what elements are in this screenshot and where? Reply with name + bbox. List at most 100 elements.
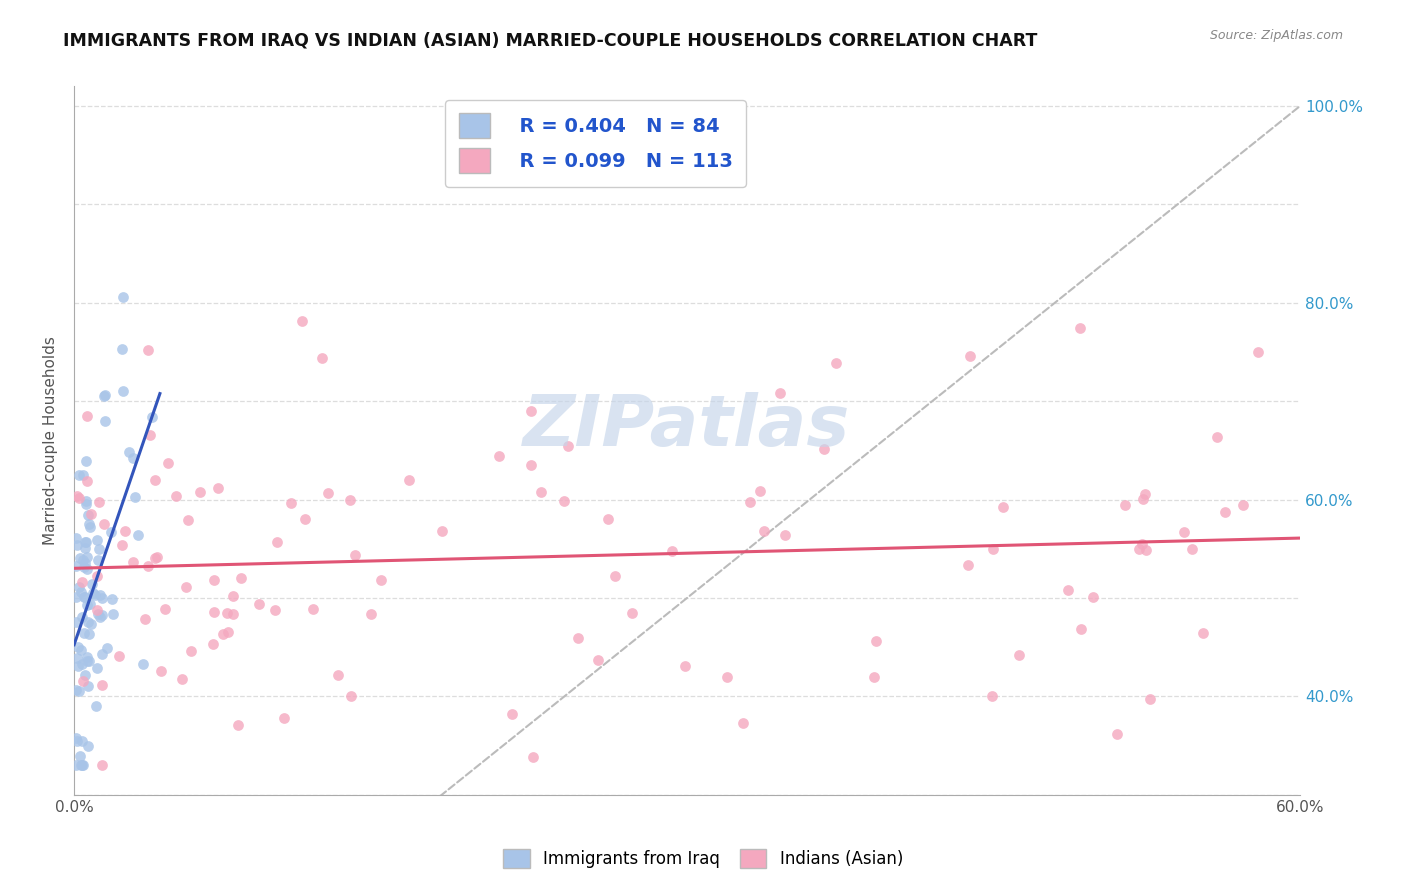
Point [114, 524, 136, 538]
Point [79, 520, 101, 534]
Point [177, 513, 200, 527]
Point [773, 528, 796, 542]
Point [111, 538, 134, 552]
Point [1247, 344, 1270, 359]
Point [959, 349, 981, 363]
Point [150, 665, 173, 679]
Point [69, 683, 91, 698]
Point [136, 558, 159, 573]
Point [1181, 542, 1204, 557]
Point [1173, 524, 1195, 539]
Point [66, 650, 89, 665]
Point [180, 643, 202, 657]
Point [530, 485, 553, 500]
Point [75, 493, 97, 508]
Point [91, 678, 114, 692]
Point [93, 389, 115, 403]
Point [247, 597, 270, 611]
Point [143, 551, 166, 566]
Point [865, 633, 887, 648]
Point [76, 562, 98, 576]
Point [207, 481, 229, 495]
Point [769, 385, 792, 400]
Point [67, 659, 90, 673]
Point [280, 496, 302, 510]
Point [77, 655, 100, 669]
Point [749, 483, 772, 498]
Point [1007, 648, 1029, 662]
Point [75, 534, 97, 549]
Point [1070, 623, 1092, 637]
Point [108, 648, 131, 663]
Point [65, 590, 87, 604]
Point [1139, 692, 1161, 706]
Point [86, 661, 108, 675]
Point [360, 607, 382, 621]
Point [212, 627, 235, 641]
Point [82, 577, 104, 591]
Point [502, 706, 524, 721]
Point [1114, 499, 1136, 513]
Point [567, 632, 589, 646]
Point [326, 668, 349, 682]
Point [138, 428, 160, 442]
Point [84, 698, 107, 713]
Point [69, 748, 91, 763]
Point [86, 553, 108, 567]
Point [77, 516, 100, 531]
Point [75, 541, 97, 555]
Text: IMMIGRANTS FROM IRAQ VS INDIAN (ASIAN) MARRIED-COUPLE HOUSEHOLDS CORRELATION CHA: IMMIGRANTS FROM IRAQ VS INDIAN (ASIAN) M… [63, 31, 1038, 49]
Legend: Immigrants from Iraq, Indians (Asian): Immigrants from Iraq, Indians (Asian) [495, 840, 911, 877]
Point [1135, 542, 1157, 557]
Point [70, 643, 93, 657]
Point [76, 409, 98, 424]
Point [264, 603, 287, 617]
Point [67, 491, 90, 505]
Point [70, 574, 93, 589]
Point [100, 525, 122, 540]
Point [80, 508, 103, 522]
Point [202, 605, 225, 619]
Point [340, 689, 363, 703]
Point [519, 458, 541, 472]
Point [76, 679, 98, 693]
Point [76, 650, 98, 665]
Point [1128, 542, 1150, 557]
Point [91, 608, 114, 623]
Point [87, 607, 110, 622]
Point [603, 569, 626, 583]
Point [76, 598, 98, 612]
Point [1232, 499, 1254, 513]
Point [65, 731, 87, 746]
Point [76, 654, 98, 668]
Point [127, 528, 149, 542]
Point [79, 597, 101, 611]
Point [101, 607, 124, 622]
Point [143, 473, 166, 487]
Point [1192, 625, 1215, 640]
Point [557, 439, 579, 453]
Point [673, 659, 696, 673]
Y-axis label: Married-couple Households: Married-couple Households [44, 336, 58, 545]
Point [65, 615, 87, 629]
Point [66, 733, 89, 747]
Point [89, 588, 111, 602]
Point [90, 591, 112, 605]
Point [740, 495, 762, 509]
Point [621, 606, 644, 620]
Legend:   R = 0.404   N = 84,   R = 0.099   N = 113: R = 0.404 N = 84, R = 0.099 N = 113 [446, 100, 747, 186]
Point [65, 558, 87, 573]
Point [96, 641, 118, 656]
Point [66, 640, 89, 655]
Point [83, 588, 105, 602]
Text: Source: ZipAtlas.com: Source: ZipAtlas.com [1209, 29, 1343, 42]
Point [1083, 591, 1105, 605]
Point [89, 541, 111, 556]
Point [488, 450, 510, 464]
Point [222, 589, 245, 603]
Point [294, 512, 316, 526]
Point [67, 468, 90, 483]
Point [72, 559, 94, 574]
Point [76, 549, 98, 564]
Point [155, 601, 177, 615]
